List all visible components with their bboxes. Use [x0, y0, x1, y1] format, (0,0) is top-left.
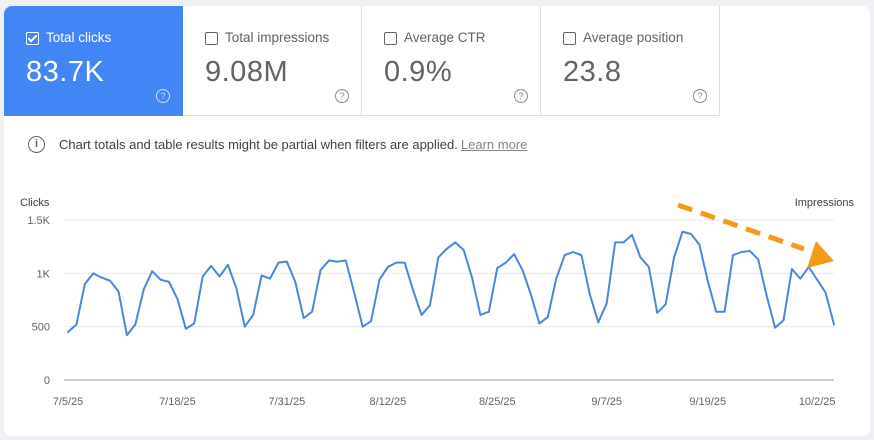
metric-value: 9.08M: [205, 56, 289, 88]
help-icon[interactable]: [693, 89, 707, 103]
metric-label: Average CTR: [404, 30, 486, 45]
x-tick-label: 8/12/25: [370, 396, 407, 408]
checkbox-checked-icon[interactable]: [26, 32, 39, 45]
help-icon[interactable]: [156, 89, 170, 103]
trend-arrow-annotation: [677, 202, 834, 268]
notice-text: Chart totals and table results might be …: [59, 136, 458, 152]
metric-value: 83.7K: [26, 56, 105, 88]
metric-value: 23.8: [563, 56, 622, 88]
x-axis-ticks: 7/5/25 7/18/25 7/31/25 8/12/25 8/25/25 9/7/25…: [53, 396, 836, 408]
metric-total-clicks[interactable]: Total clicks 83.7K: [4, 6, 183, 116]
x-tick-label: 7/5/25: [53, 396, 84, 408]
y-tick-label: 500: [32, 322, 50, 334]
performance-card: Total clicks 83.7K Total impressions 9.0…: [4, 6, 870, 436]
x-tick-label: 7/31/25: [269, 396, 306, 408]
help-icon[interactable]: [335, 89, 349, 103]
checkbox-icon[interactable]: [384, 32, 397, 45]
checkbox-icon[interactable]: [563, 32, 576, 45]
y-axis-title-left: Clicks: [20, 197, 50, 209]
metric-label: Average position: [583, 30, 684, 45]
clicks-series-line[interactable]: [67, 230, 835, 337]
checkbox-icon[interactable]: [205, 32, 218, 45]
metric-label: Total impressions: [225, 30, 330, 45]
metric-average-position[interactable]: Average position 23.8: [541, 6, 720, 116]
y-axis-ticks: 0 500 1K 1.5K: [27, 215, 50, 387]
metric-tabs: Total clicks 83.7K Total impressions 9.0…: [4, 6, 720, 116]
partial-results-notice: Chart totals and table results might be …: [28, 134, 527, 154]
learn-more-link[interactable]: Learn more: [460, 136, 528, 152]
x-tick-label: 9/19/25: [689, 396, 726, 408]
help-icon[interactable]: [514, 89, 528, 103]
info-icon: [28, 135, 45, 153]
clicks-line-chart: 0 500 1K 1.5K 7/5/25 7/18/25 7/31/25 8/12/25 8/…: [20, 197, 855, 408]
grid-lines: [64, 219, 834, 381]
x-tick-label: 9/7/25: [591, 396, 622, 408]
y-axis-title-right: Impressions: [795, 197, 855, 209]
x-tick-label: 7/18/25: [159, 396, 196, 408]
y-tick-label: 1.5K: [27, 215, 50, 227]
metric-label: Total clicks: [46, 30, 112, 45]
y-tick-label: 1K: [37, 268, 51, 280]
trend-arrow-head: [807, 241, 834, 268]
metric-average-ctr[interactable]: Average CTR 0.9%: [362, 6, 541, 116]
metric-value: 0.9%: [384, 56, 453, 88]
metric-total-impressions[interactable]: Total impressions 9.08M: [183, 6, 362, 116]
x-tick-label: 10/2/25: [799, 396, 836, 408]
x-tick-label: 8/25/25: [479, 396, 516, 408]
y-tick-label: 0: [44, 375, 50, 387]
series-layer: [67, 230, 835, 337]
